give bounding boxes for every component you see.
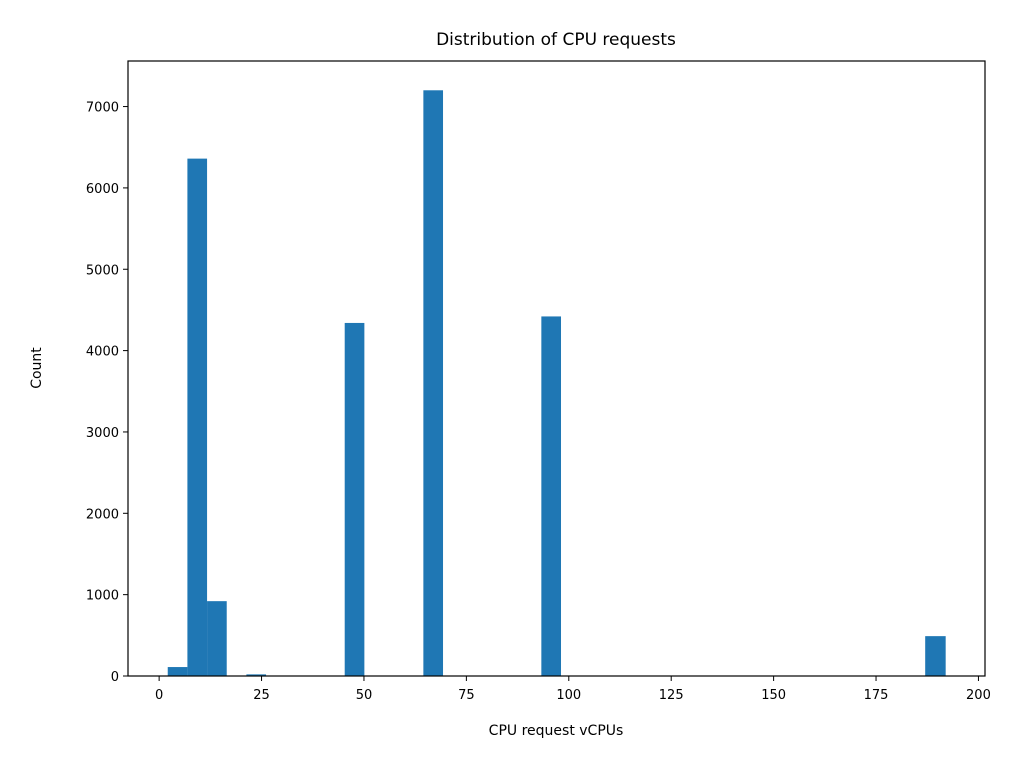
x-tick-label-4: 100 <box>556 688 581 703</box>
y-tick-label-2: 2000 <box>86 507 119 522</box>
y-tick-label-5: 5000 <box>86 263 119 278</box>
histogram-bar-0 <box>167 667 188 676</box>
x-tick-label-2: 50 <box>356 688 373 703</box>
y-tick-label-6: 6000 <box>86 182 119 197</box>
x-tick-label-8: 200 <box>966 688 991 703</box>
y-tick-label-4: 4000 <box>86 345 119 360</box>
x-axis-ticks: 0 25 50 75 100 125 150 175 200 <box>155 676 991 703</box>
y-axis-label: Count <box>29 347 45 389</box>
histogram-bar-3 <box>246 674 267 676</box>
y-tick-label-1: 1000 <box>86 589 119 604</box>
histogram-bar-4 <box>344 322 365 676</box>
y-tick-label-0: 0 <box>111 670 119 685</box>
y-axis-ticks: 0 1000 2000 3000 4000 5000 6000 7000 <box>86 101 128 685</box>
histogram-bar-6 <box>541 316 562 676</box>
x-tick-label-0: 0 <box>155 688 163 703</box>
y-tick-label-7: 7000 <box>86 101 119 116</box>
x-tick-label-3: 75 <box>458 688 475 703</box>
x-tick-label-5: 125 <box>659 688 684 703</box>
histogram-bar-7 <box>925 636 946 676</box>
x-tick-label-7: 175 <box>864 688 889 703</box>
histogram-bar-1 <box>187 158 208 677</box>
y-tick-label-3: 3000 <box>86 426 119 441</box>
histogram-bar-5 <box>423 90 444 677</box>
histogram-bar-2 <box>207 601 227 676</box>
bars-layer <box>167 90 946 677</box>
chart-title: Distribution of CPU requests <box>436 30 676 50</box>
plot-frame <box>127 60 986 677</box>
x-tick-label-6: 150 <box>761 688 786 703</box>
x-axis-label: CPU request vCPUs <box>489 723 624 739</box>
x-tick-label-1: 25 <box>253 688 270 703</box>
